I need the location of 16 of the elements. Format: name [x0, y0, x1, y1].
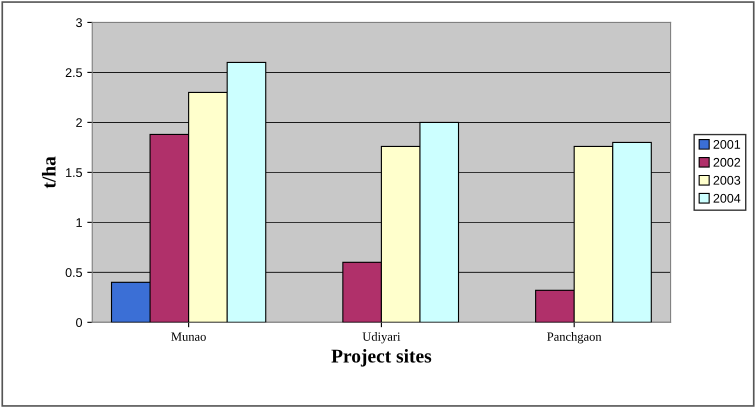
y-tick-label: 2 [76, 118, 82, 127]
x-axis-title: Project sites [331, 348, 432, 367]
legend-label: 2002 [714, 158, 740, 167]
y-tick-label: 3 [76, 18, 82, 28]
y-tick-label: 0 [76, 318, 82, 327]
x-tick-label: Munao [171, 332, 206, 341]
y-axis-title: t/ha [42, 156, 56, 188]
x-tick-label: Udiyari [362, 332, 400, 344]
x-tick-label: Panchgaon [547, 332, 602, 344]
y-tick-label: 1.5 [66, 168, 82, 178]
y-tick-label: 0.5 [66, 268, 82, 277]
legend-label: 2003 [714, 176, 740, 185]
y-tick-label: 2.5 [66, 68, 82, 78]
legend-label: 2001 [714, 140, 740, 149]
y-tick-label: 1 [76, 218, 82, 227]
legend-label: 2004 [714, 194, 740, 203]
